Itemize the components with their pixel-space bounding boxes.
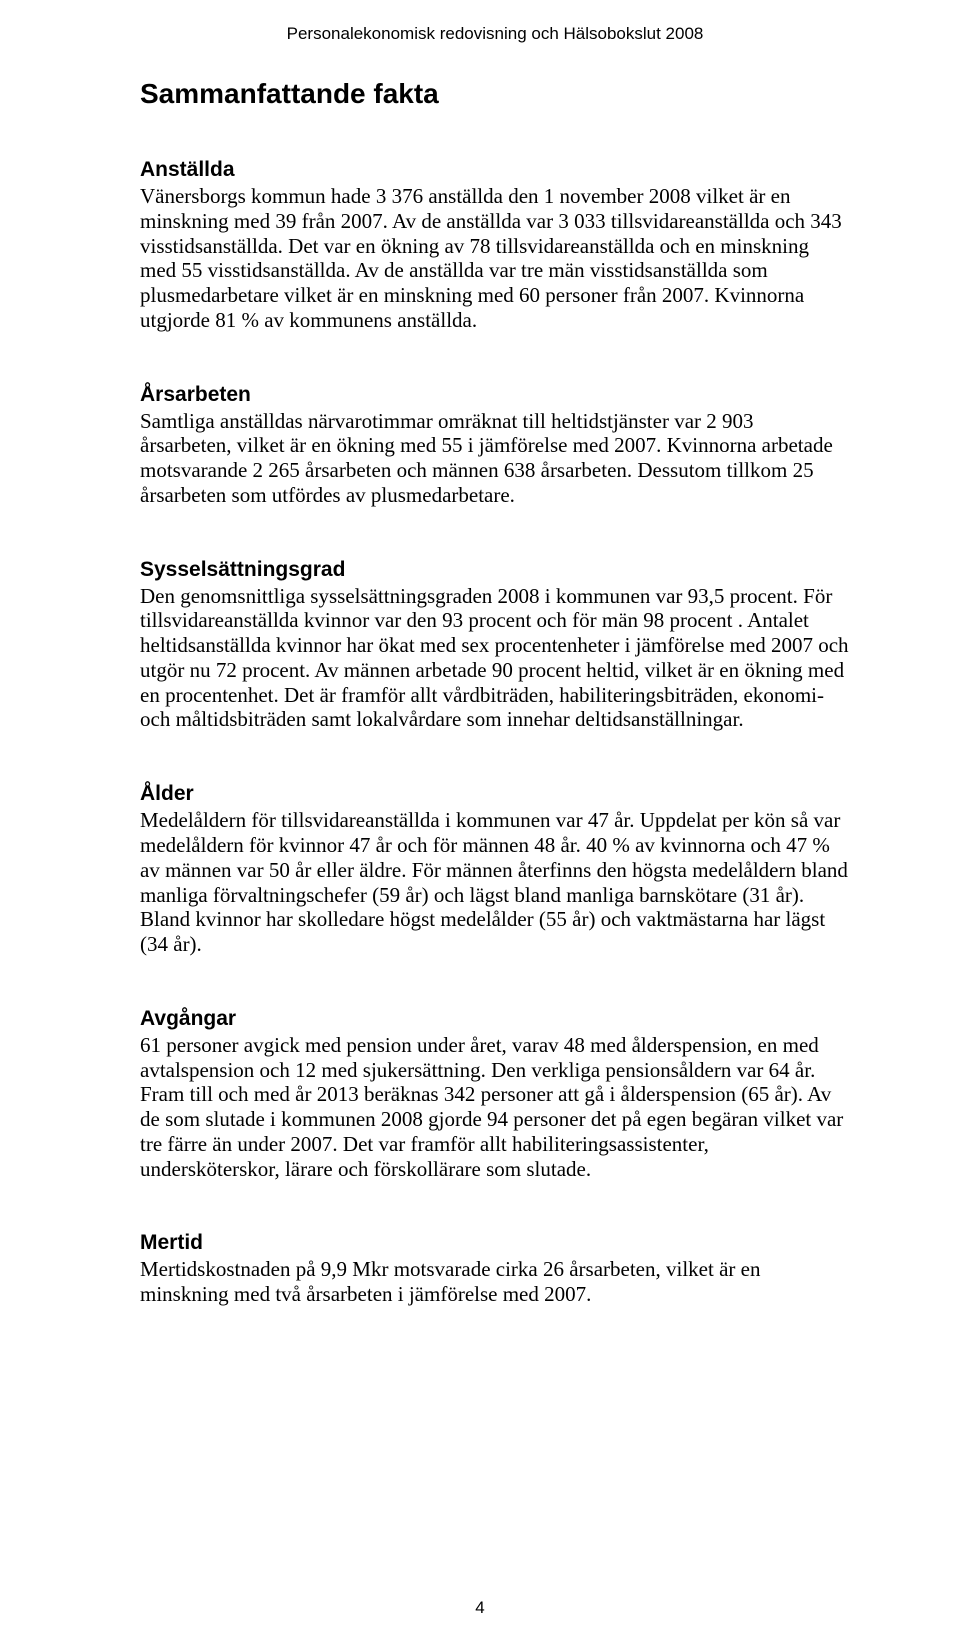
body-alder: Medelåldern för tillsvidareanställda i k… <box>140 808 850 957</box>
heading-alder: Ålder <box>140 782 850 806</box>
section-arsarbeten: Årsarbeten Samtliga anställdas närvaroti… <box>140 383 850 508</box>
heading-sysselsattningsgrad: Sysselsättningsgrad <box>140 558 850 582</box>
body-anstallda: Vänersborgs kommun hade 3 376 anställda … <box>140 184 850 333</box>
section-alder: Ålder Medelåldern för tillsvidareanställ… <box>140 782 850 957</box>
page-number: 4 <box>0 1598 960 1618</box>
heading-mertid: Mertid <box>140 1231 850 1255</box>
body-avgangar: 61 personer avgick med pension under åre… <box>140 1033 850 1182</box>
body-arsarbeten: Samtliga anställdas närvarotimmar omräkn… <box>140 409 850 508</box>
heading-avgangar: Avgångar <box>140 1007 850 1031</box>
body-mertid: Mertidskostnaden på 9,9 Mkr motsvarade c… <box>140 1257 850 1307</box>
section-mertid: Mertid Mertidskostnaden på 9,9 Mkr motsv… <box>140 1231 850 1307</box>
main-title: Sammanfattande fakta <box>140 78 850 110</box>
section-avgangar: Avgångar 61 personer avgick med pension … <box>140 1007 850 1182</box>
heading-arsarbeten: Årsarbeten <box>140 383 850 407</box>
document-page: Personalekonomisk redovisning och Hälsob… <box>0 0 960 1646</box>
body-sysselsattningsgrad: Den genomsnittliga sysselsättningsgraden… <box>140 584 850 733</box>
heading-anstallda: Anställda <box>140 158 850 182</box>
section-sysselsattningsgrad: Sysselsättningsgrad Den genomsnittliga s… <box>140 558 850 733</box>
section-anstallda: Anställda Vänersborgs kommun hade 3 376 … <box>140 158 850 333</box>
running-header: Personalekonomisk redovisning och Hälsob… <box>140 24 850 44</box>
